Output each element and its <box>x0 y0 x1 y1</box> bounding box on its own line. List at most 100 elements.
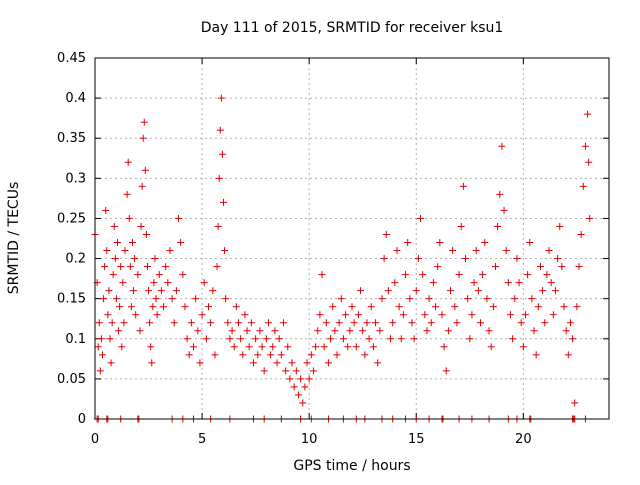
data-point <box>111 255 119 263</box>
data-point <box>175 214 183 222</box>
data-point <box>309 367 317 375</box>
data-point <box>307 351 315 359</box>
data-point <box>453 319 461 327</box>
data-point <box>138 182 146 190</box>
data-point <box>455 271 463 279</box>
data-point <box>344 343 352 351</box>
data-point <box>213 263 221 271</box>
data-point <box>346 327 354 335</box>
data-point <box>96 367 104 375</box>
x-tick-label: 10 <box>301 432 318 447</box>
data-point <box>224 319 232 327</box>
data-point <box>187 319 195 327</box>
data-point <box>153 311 161 319</box>
data-point <box>472 247 480 255</box>
data-point <box>569 335 577 343</box>
data-point <box>562 327 570 335</box>
data-point <box>142 230 150 238</box>
data-point <box>440 343 448 351</box>
data-point <box>141 166 149 174</box>
data-point <box>352 343 360 351</box>
data-point <box>339 335 347 343</box>
data-point <box>404 239 412 247</box>
data-point <box>560 303 568 311</box>
data-point <box>342 311 350 319</box>
data-point <box>256 327 264 335</box>
data-point <box>506 311 514 319</box>
data-point <box>425 295 433 303</box>
data-point <box>119 279 127 287</box>
data-point <box>438 311 446 319</box>
data-point <box>526 239 534 247</box>
data-point <box>357 287 365 295</box>
data-point <box>288 359 296 367</box>
data-point <box>269 343 277 351</box>
data-point <box>131 255 139 263</box>
data-point <box>322 319 330 327</box>
data-point <box>447 287 455 295</box>
data-point <box>245 343 253 351</box>
data-point <box>292 367 300 375</box>
data-point <box>350 319 358 327</box>
data-point <box>181 303 189 311</box>
data-point <box>462 255 470 263</box>
data-point <box>143 263 151 271</box>
data-point <box>442 367 450 375</box>
data-point <box>247 319 255 327</box>
data-point <box>372 319 380 327</box>
data-point <box>393 247 401 255</box>
data-point <box>109 271 117 279</box>
data-point <box>303 359 311 367</box>
data-point <box>491 263 499 271</box>
data-point <box>254 351 262 359</box>
data-point <box>528 295 536 303</box>
data-point <box>316 311 324 319</box>
x-tick-labels: 0 5 10 15 20 <box>91 432 532 447</box>
data-point <box>97 335 105 343</box>
data-point <box>502 247 510 255</box>
y-tick-labels: 0 0.05 0.1 0.15 0.2 0.25 0.3 0.35 0.4 0.45 <box>57 51 86 427</box>
data-point <box>301 383 309 391</box>
data-point <box>117 263 125 271</box>
data-point <box>277 351 285 359</box>
data-point <box>198 311 206 319</box>
data-point <box>382 230 390 238</box>
data-point <box>436 239 444 247</box>
data-point <box>102 206 110 214</box>
data-point <box>112 295 120 303</box>
data-point <box>146 319 154 327</box>
y-tick-label: 0.35 <box>57 131 86 146</box>
data-point <box>121 247 129 255</box>
data-point <box>262 335 270 343</box>
data-point <box>539 287 547 295</box>
data-point <box>363 319 371 327</box>
y-tick-label: 0.05 <box>57 372 86 387</box>
data-point <box>378 295 386 303</box>
data-point <box>534 303 542 311</box>
data-point <box>566 319 574 327</box>
data-point <box>136 327 144 335</box>
data-point <box>324 359 332 367</box>
data-point <box>406 295 414 303</box>
chart-title: Day 111 of 2015, SRMTID for receiver ksu… <box>201 20 504 36</box>
data-point <box>279 319 287 327</box>
data-point <box>148 359 156 367</box>
data-point <box>481 239 489 247</box>
data-point <box>414 255 422 263</box>
data-point <box>124 158 132 166</box>
data-point <box>556 222 564 230</box>
data-point <box>104 311 112 319</box>
x-tick-label: 5 <box>198 432 206 447</box>
data-point <box>327 335 335 343</box>
y-tick-label: 0.15 <box>57 292 86 307</box>
data-point <box>423 327 431 335</box>
data-point <box>575 263 583 271</box>
data-point <box>515 279 523 287</box>
data-point <box>108 319 116 327</box>
data-point <box>130 287 138 295</box>
data-point <box>196 359 204 367</box>
data-point <box>391 279 399 287</box>
data-point <box>226 335 234 343</box>
data-point <box>444 327 452 335</box>
data-point <box>329 303 337 311</box>
